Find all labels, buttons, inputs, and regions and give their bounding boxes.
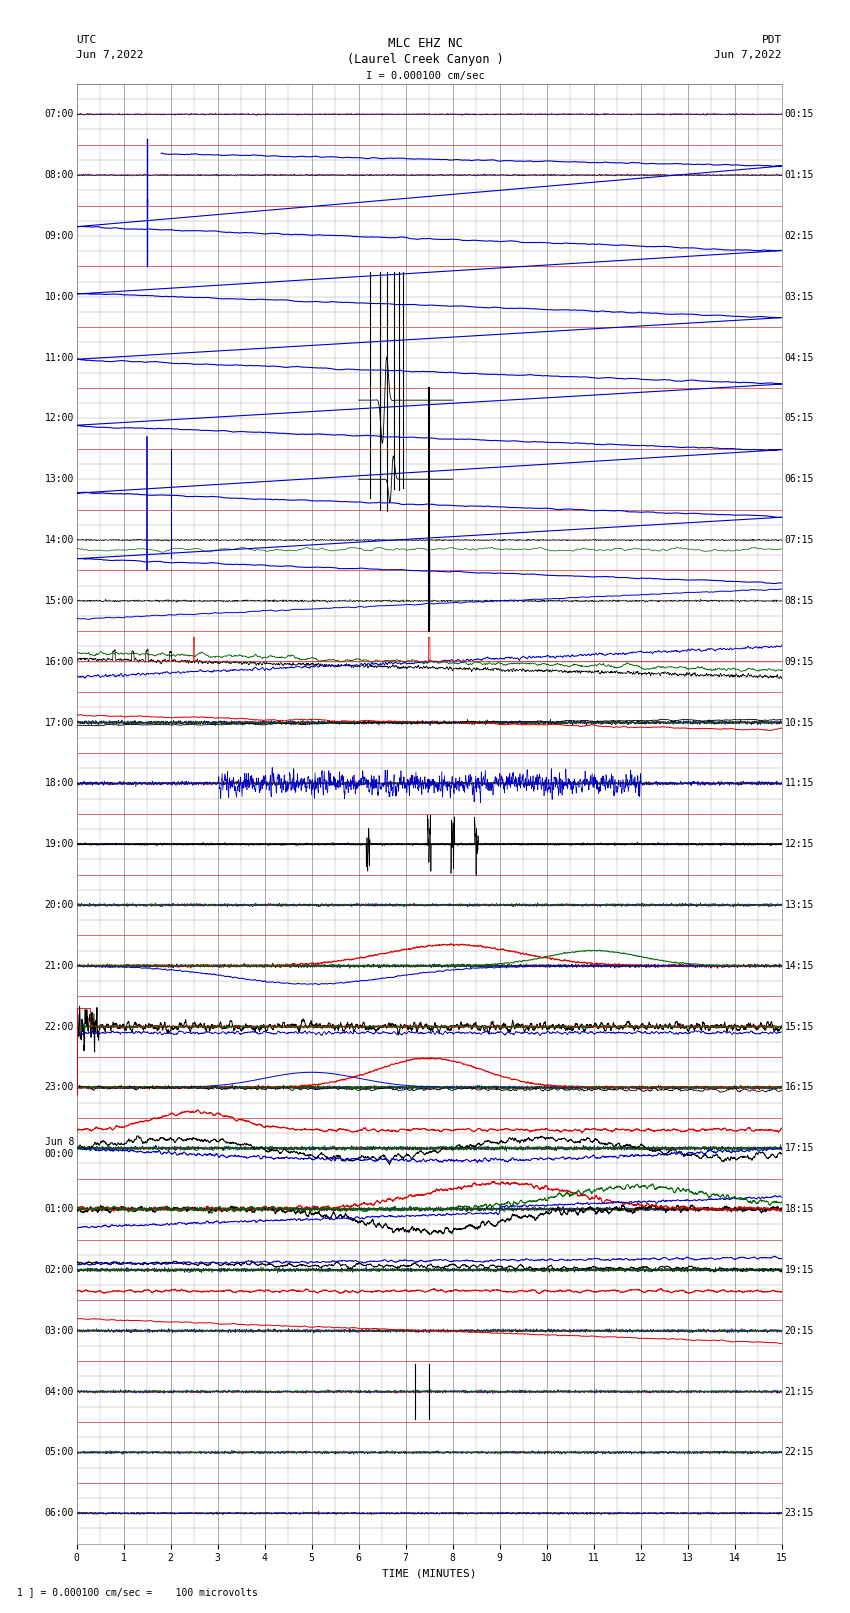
- Text: 19:00: 19:00: [44, 839, 74, 848]
- Text: PDT: PDT: [762, 35, 782, 45]
- Text: 12:15: 12:15: [785, 839, 814, 848]
- Text: I = 0.000100 cm/sec: I = 0.000100 cm/sec: [366, 71, 484, 81]
- Text: 13:00: 13:00: [44, 474, 74, 484]
- Text: 08:15: 08:15: [785, 595, 814, 606]
- Text: (Laurel Creek Canyon ): (Laurel Creek Canyon ): [347, 53, 503, 66]
- Text: 23:15: 23:15: [785, 1508, 814, 1518]
- Text: 20:15: 20:15: [785, 1326, 814, 1336]
- Text: 01:00: 01:00: [44, 1205, 74, 1215]
- Text: 10:15: 10:15: [785, 718, 814, 727]
- Text: 22:15: 22:15: [785, 1447, 814, 1458]
- Text: 01:15: 01:15: [785, 169, 814, 181]
- Text: 14:15: 14:15: [785, 961, 814, 971]
- Text: 11:15: 11:15: [785, 779, 814, 789]
- Text: 19:15: 19:15: [785, 1265, 814, 1274]
- Text: 15:00: 15:00: [44, 595, 74, 606]
- Text: 07:00: 07:00: [44, 110, 74, 119]
- Text: 06:15: 06:15: [785, 474, 814, 484]
- Text: 16:15: 16:15: [785, 1082, 814, 1092]
- Text: 16:00: 16:00: [44, 656, 74, 666]
- Text: 13:15: 13:15: [785, 900, 814, 910]
- Text: 07:15: 07:15: [785, 536, 814, 545]
- Text: 09:15: 09:15: [785, 656, 814, 666]
- Text: MLC EHZ NC: MLC EHZ NC: [388, 37, 462, 50]
- Text: 14:00: 14:00: [44, 536, 74, 545]
- Text: 20:00: 20:00: [44, 900, 74, 910]
- Text: 05:00: 05:00: [44, 1447, 74, 1458]
- Text: 09:00: 09:00: [44, 231, 74, 240]
- Text: 21:15: 21:15: [785, 1387, 814, 1397]
- Text: UTC: UTC: [76, 35, 97, 45]
- Text: 15:15: 15:15: [785, 1021, 814, 1032]
- Text: 11:00: 11:00: [44, 353, 74, 363]
- Text: 04:00: 04:00: [44, 1387, 74, 1397]
- Text: 17:00: 17:00: [44, 718, 74, 727]
- Text: 12:00: 12:00: [44, 413, 74, 423]
- Text: 02:00: 02:00: [44, 1265, 74, 1274]
- Text: 18:15: 18:15: [785, 1205, 814, 1215]
- Text: 04:15: 04:15: [785, 353, 814, 363]
- Text: 08:00: 08:00: [44, 169, 74, 181]
- Text: Jun 7,2022: Jun 7,2022: [76, 50, 144, 60]
- Text: Jun 8
00:00: Jun 8 00:00: [44, 1137, 74, 1160]
- Text: 23:00: 23:00: [44, 1082, 74, 1092]
- Text: 00:15: 00:15: [785, 110, 814, 119]
- Text: 02:15: 02:15: [785, 231, 814, 240]
- Text: 1 ] = 0.000100 cm/sec =    100 microvolts: 1 ] = 0.000100 cm/sec = 100 microvolts: [17, 1587, 258, 1597]
- Text: 21:00: 21:00: [44, 961, 74, 971]
- Text: 05:15: 05:15: [785, 413, 814, 423]
- Text: 17:15: 17:15: [785, 1144, 814, 1153]
- Text: 03:15: 03:15: [785, 292, 814, 302]
- Text: 03:00: 03:00: [44, 1326, 74, 1336]
- Text: 06:00: 06:00: [44, 1508, 74, 1518]
- Text: Jun 7,2022: Jun 7,2022: [715, 50, 782, 60]
- X-axis label: TIME (MINUTES): TIME (MINUTES): [382, 1569, 477, 1579]
- Text: 10:00: 10:00: [44, 292, 74, 302]
- Text: 18:00: 18:00: [44, 779, 74, 789]
- Text: 22:00: 22:00: [44, 1021, 74, 1032]
